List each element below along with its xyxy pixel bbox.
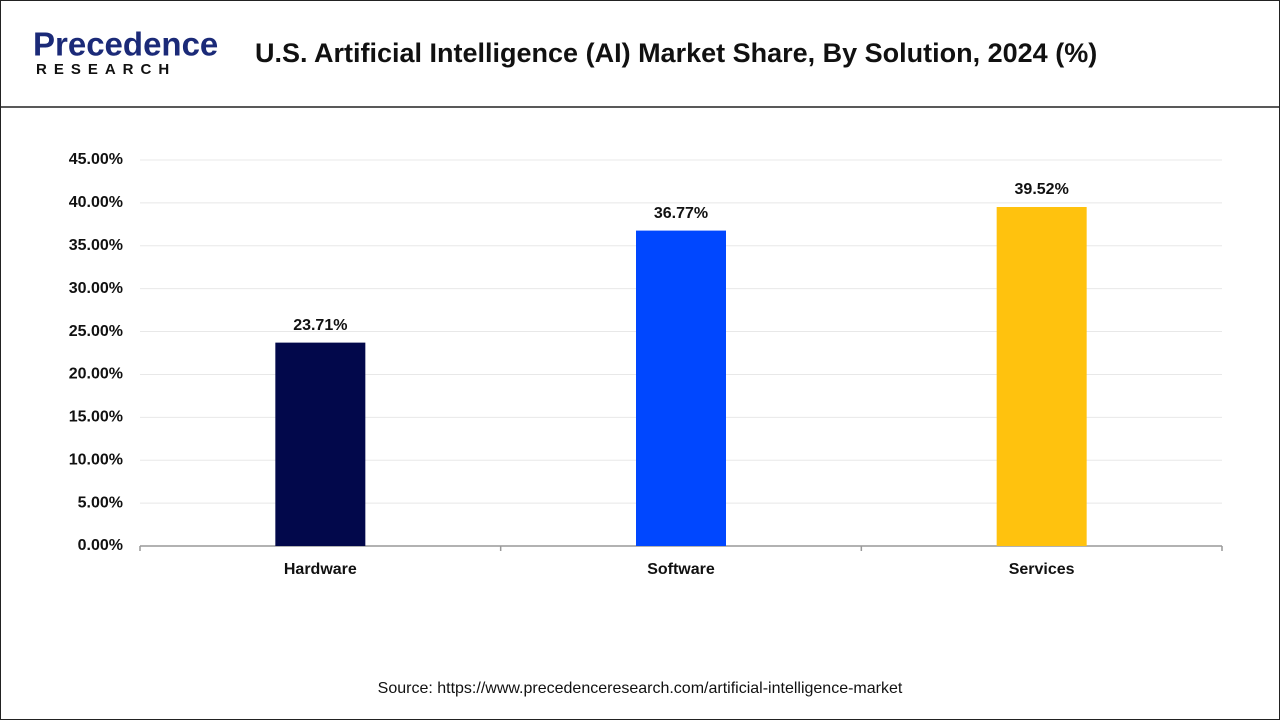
value-label: 36.77% bbox=[654, 205, 708, 222]
y-tick-label: 45.00% bbox=[69, 151, 123, 168]
y-tick-label: 40.00% bbox=[69, 194, 123, 211]
y-tick-label: 0.00% bbox=[78, 537, 123, 554]
brand-tagline: RESEARCH bbox=[36, 61, 176, 78]
x-tick-label: Services bbox=[1009, 561, 1075, 578]
y-tick-label: 10.00% bbox=[69, 451, 123, 468]
source-note: Source: https://www.precedenceresearch.c… bbox=[378, 680, 903, 697]
brand-name: Precedence bbox=[33, 26, 218, 63]
y-tick-label: 15.00% bbox=[69, 409, 123, 426]
bar bbox=[275, 342, 366, 546]
y-tick-label: 5.00% bbox=[78, 494, 123, 511]
y-tick-label: 30.00% bbox=[69, 280, 123, 297]
value-label: 23.71% bbox=[293, 317, 347, 334]
bar bbox=[636, 230, 726, 547]
x-tick-label: Hardware bbox=[284, 561, 357, 578]
y-tick-label: 20.00% bbox=[69, 366, 123, 383]
bar bbox=[996, 207, 1087, 546]
value-label: 39.52% bbox=[1015, 181, 1069, 198]
chart-title: U.S. Artificial Intelligence (AI) Market… bbox=[255, 38, 1097, 68]
x-tick-label: Software bbox=[647, 561, 715, 578]
y-tick-label: 35.00% bbox=[69, 237, 123, 254]
y-tick-label: 25.00% bbox=[69, 323, 123, 340]
